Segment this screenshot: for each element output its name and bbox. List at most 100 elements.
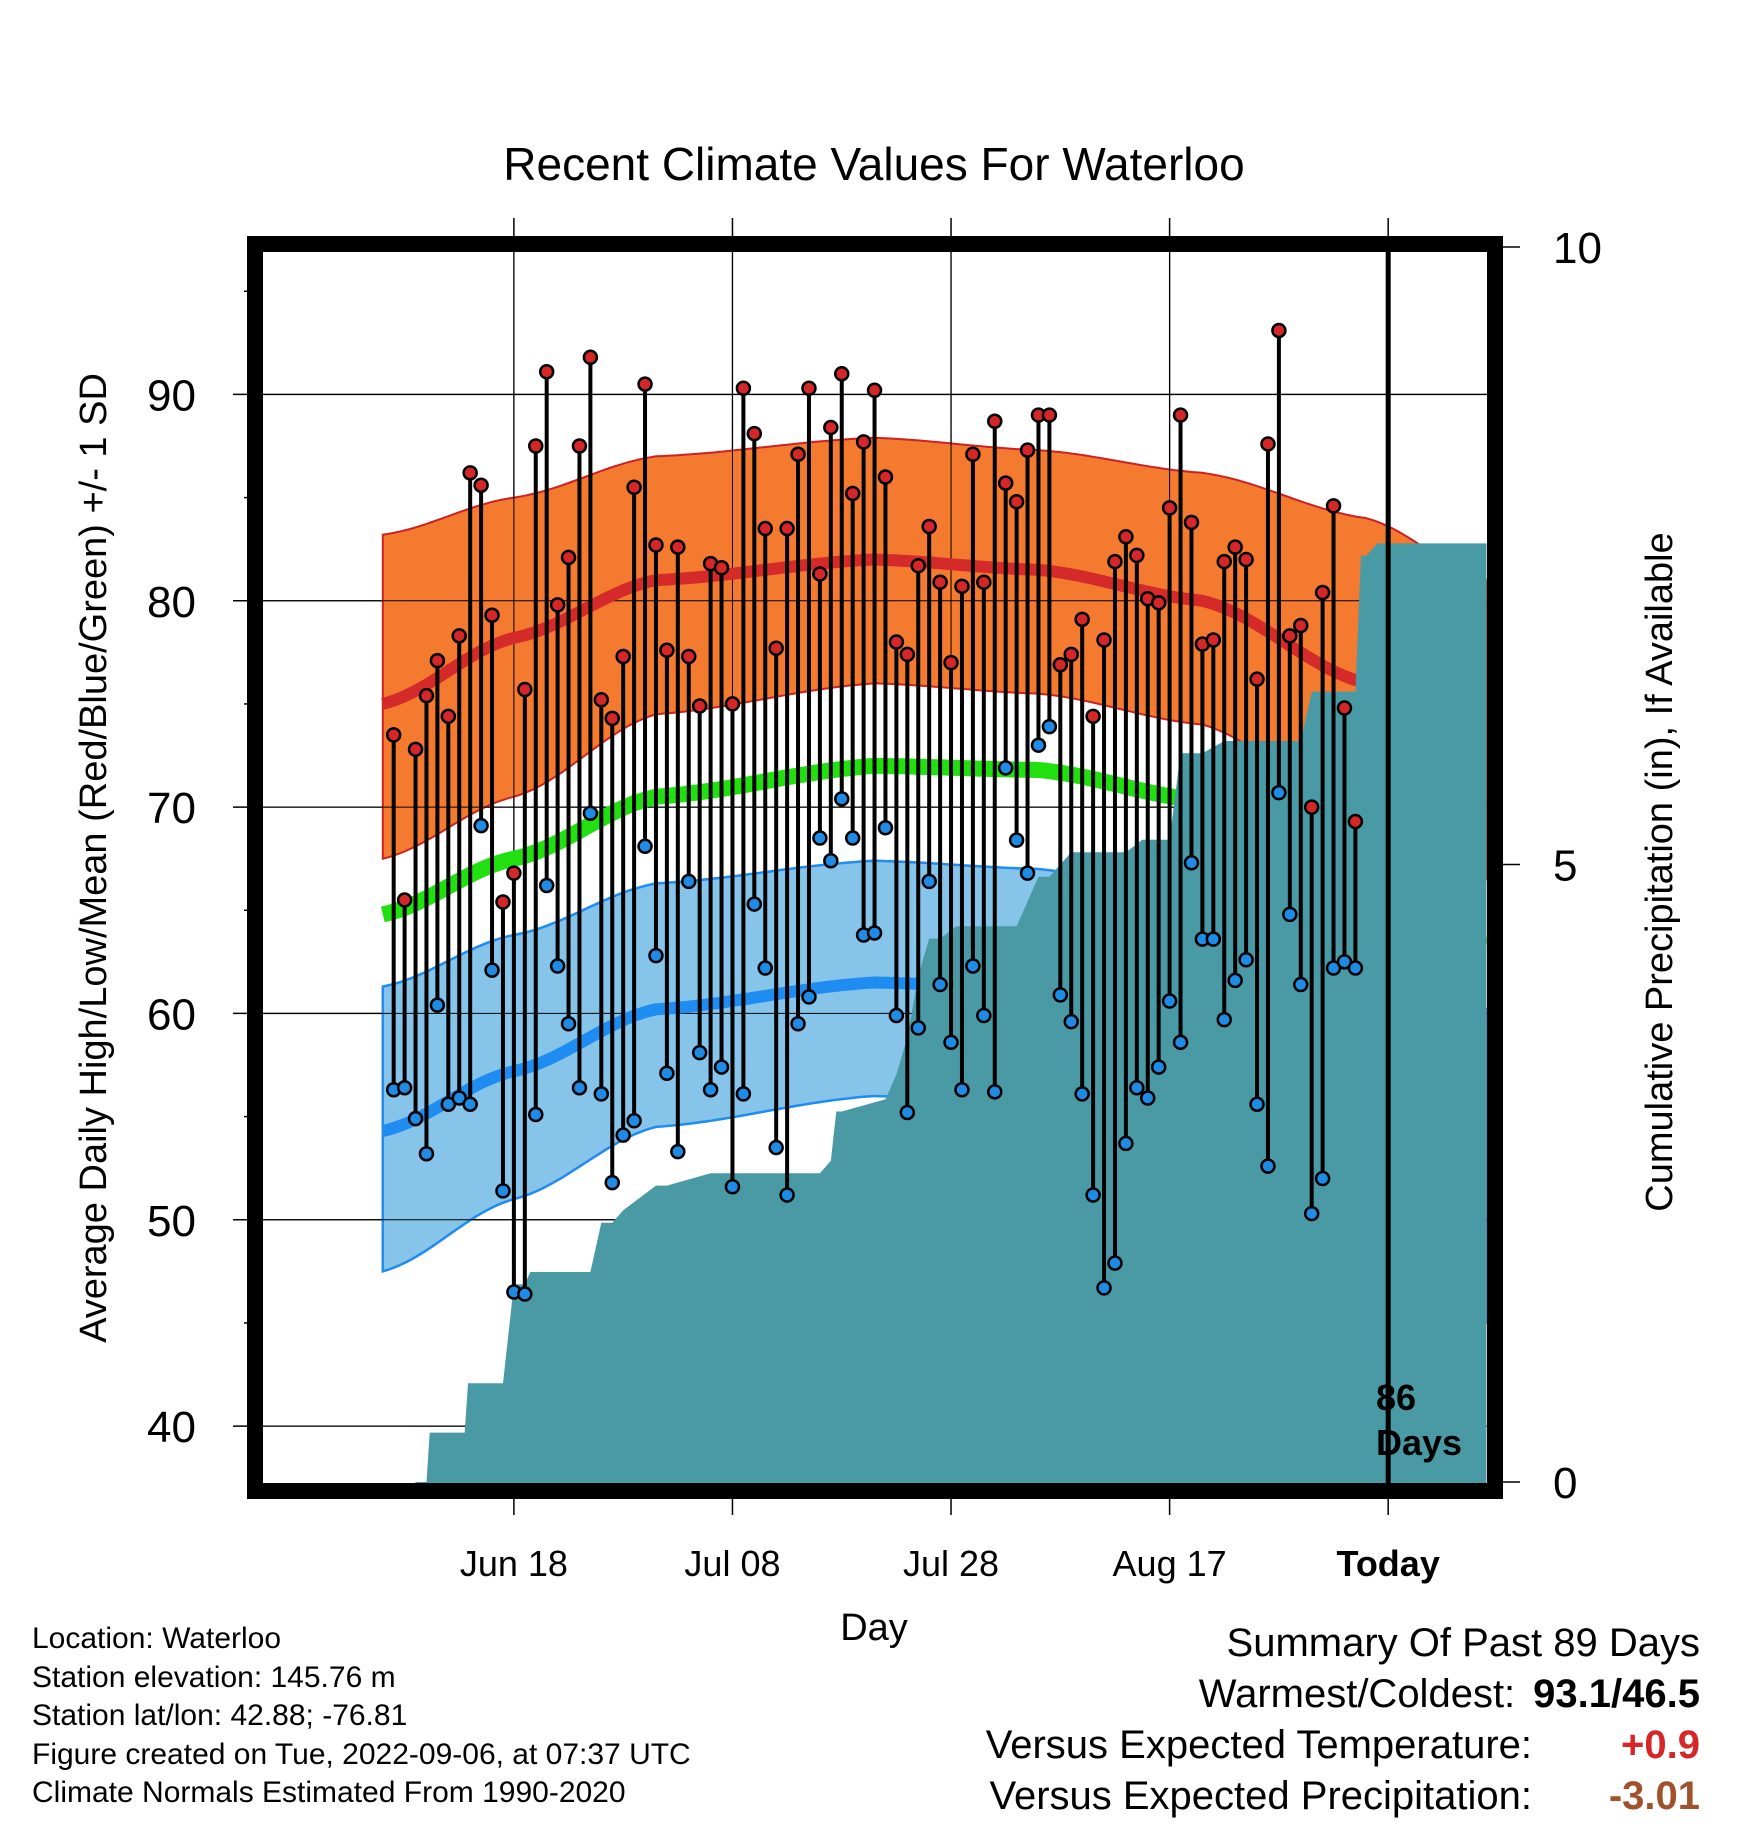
- daily-low-point: [866, 925, 883, 941]
- daily-low-point: [1041, 718, 1058, 735]
- daily-low-point: [1074, 1086, 1090, 1102]
- daily-high-point: [1008, 493, 1025, 510]
- y-axis-label-right: Cumulative Precipitation (in), If Availa…: [1639, 532, 1681, 1211]
- summary-temp-row: Versus Expected Temperature: +0.9: [986, 1720, 1700, 1771]
- x-tick-label: Jul 28: [903, 1543, 999, 1584]
- daily-low-point: [932, 976, 948, 993]
- daily-low-point: [1183, 855, 1200, 871]
- daily-high-point: [1052, 656, 1069, 673]
- daily-low-point: [1293, 976, 1309, 993]
- daily-low-point: [801, 989, 817, 1005]
- daily-high-point: [1096, 632, 1112, 648]
- daily-high-point: [604, 710, 620, 727]
- daily-high-point: [582, 349, 599, 366]
- daily-high-point: [1282, 628, 1298, 644]
- daily-high-point: [1314, 584, 1331, 601]
- daily-low-point: [768, 1139, 784, 1156]
- daily-low-point: [1150, 1059, 1167, 1075]
- daily-low-point: [1347, 960, 1364, 976]
- daily-low-point: [560, 1016, 577, 1032]
- daily-high-point: [1183, 514, 1200, 531]
- daily-high-point: [429, 652, 446, 669]
- daily-high-point: [1019, 442, 1036, 458]
- daily-low-point: [1227, 972, 1243, 989]
- daily-low-point: [549, 958, 566, 974]
- daily-high-point: [1325, 498, 1342, 514]
- daily-low-point: [659, 1065, 675, 1082]
- chart-title: Recent Climate Values For Waterloo: [503, 138, 1244, 190]
- figure-created: Figure created on Tue, 2022-09-06, at 07…: [32, 1737, 691, 1771]
- daily-low-point: [965, 958, 981, 974]
- daily-high-point: [899, 646, 916, 663]
- daily-low-point: [1260, 1158, 1276, 1174]
- daily-high-point: [823, 419, 839, 436]
- daily-low-point: [1205, 931, 1222, 947]
- y-tick-label-left: 40: [147, 1403, 196, 1452]
- daily-low-point: [1271, 784, 1287, 801]
- daily-high-point: [713, 560, 730, 576]
- daily-low-point: [1052, 987, 1069, 1003]
- daily-high-point: [1347, 813, 1364, 830]
- daily-low-point: [462, 1096, 478, 1112]
- daily-high-point: [943, 654, 959, 671]
- daily-low-point: [1085, 1187, 1101, 1203]
- temp-departure-value: +0.9: [1621, 1723, 1700, 1767]
- daily-low-point: [844, 830, 861, 846]
- daily-low-point: [1249, 1096, 1265, 1112]
- daily-low-point: [823, 852, 839, 869]
- daily-high-point: [1085, 708, 1101, 725]
- daily-low-point: [1172, 1034, 1189, 1051]
- y-tick-label-left: 70: [147, 784, 196, 833]
- daily-high-point: [1129, 547, 1145, 564]
- daily-high-point: [724, 696, 741, 712]
- daily-high-point: [549, 597, 566, 613]
- daily-high-point: [659, 642, 675, 659]
- y-tick-label-left: 50: [147, 1197, 196, 1246]
- daily-low-point: [593, 1086, 610, 1102]
- station-latlon: Station lat/lon: 42.88; -76.81: [32, 1699, 408, 1732]
- daily-low-point: [976, 1007, 992, 1024]
- daily-low-point: [812, 830, 828, 846]
- daily-low-point: [888, 1007, 905, 1024]
- daily-low-point: [943, 1034, 959, 1051]
- daily-low-point: [757, 960, 773, 976]
- daily-high-point: [1293, 617, 1309, 634]
- daily-high-point: [593, 692, 610, 708]
- daily-high-point: [801, 380, 817, 396]
- today-annotation-count: 86: [1376, 1377, 1416, 1418]
- daily-low-point: [790, 1016, 806, 1032]
- daily-high-point: [921, 518, 937, 535]
- daily-low-point: [735, 1086, 752, 1102]
- daily-high-point: [637, 376, 653, 392]
- daily-high-point: [844, 485, 861, 502]
- x-tick-label: Today: [1337, 1543, 1440, 1584]
- daily-low-point: [473, 817, 489, 834]
- daily-high-point: [790, 446, 806, 463]
- daily-high-point: [495, 894, 511, 910]
- daily-low-point: [1063, 1013, 1079, 1030]
- daily-high-point: [451, 628, 467, 644]
- y-tick-label-left: 90: [147, 371, 196, 420]
- daily-low-point: [637, 838, 653, 855]
- daily-low-point: [1282, 906, 1298, 923]
- summary-warmest-row: Warmest/Coldest: 93.1/46.5: [986, 1669, 1700, 1720]
- daily-low-point: [407, 1110, 424, 1127]
- summary-precip-row: Versus Expected Precipitation: -3.01: [986, 1771, 1700, 1822]
- daily-high-point: [1172, 407, 1189, 423]
- daily-low-point: [1238, 952, 1254, 968]
- daily-low-point: [1118, 1135, 1134, 1152]
- daily-high-point: [538, 363, 555, 380]
- daily-high-point: [888, 634, 905, 650]
- summary-panel: Summary Of Past 89 Days Warmest/Coldest:…: [986, 1618, 1700, 1822]
- x-tick-label: Jun 18: [460, 1543, 568, 1584]
- daily-low-point: [691, 1044, 708, 1061]
- daily-low-point: [1140, 1090, 1156, 1106]
- daily-high-point: [484, 607, 500, 623]
- daily-high-point: [932, 574, 948, 590]
- daily-high-point: [418, 687, 435, 704]
- daily-high-point: [1227, 539, 1243, 555]
- daily-high-point: [691, 698, 708, 714]
- daily-low-point: [779, 1187, 795, 1203]
- daily-low-point: [1161, 993, 1178, 1009]
